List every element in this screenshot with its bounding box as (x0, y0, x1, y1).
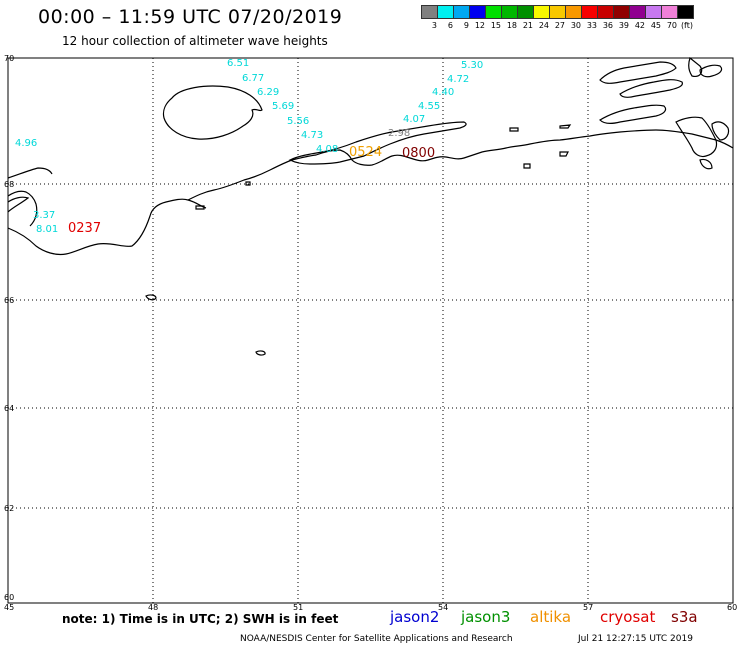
small-isle-6 (523, 163, 531, 169)
wave-height-label: 6.29 (257, 87, 279, 98)
wave-height-label: 3.37 (33, 210, 55, 221)
color-scale-label: 18 (506, 21, 517, 30)
wave-height-label: 5.69 (272, 101, 294, 112)
graticule (8, 58, 733, 603)
eastern-islands (599, 64, 730, 170)
wave-height-label: 4.40 (432, 87, 454, 98)
color-scale-label: 39 (618, 21, 629, 30)
lon-tick-label: 51 (293, 603, 303, 612)
wave-height-label: 4.07 (403, 114, 425, 125)
color-scale-label: 70 (666, 21, 677, 30)
legend-cryosat: cryosat (600, 608, 656, 626)
color-scale-label: 24 (538, 21, 549, 30)
color-scale-label: 9 (463, 21, 469, 30)
lat-tick-label: 64 (4, 404, 14, 413)
lon-tick-label: 60 (727, 603, 737, 612)
lon-tick-label: 57 (583, 603, 593, 612)
pechora-peninsula (288, 121, 467, 165)
color-scale-label: 15 (490, 21, 501, 30)
pass-time-labels: 0237 0524 0800 (68, 145, 435, 236)
color-scale-swatch (677, 5, 694, 19)
wave-height-label: 4.08 (316, 144, 338, 155)
lat-tick-label: 60 (4, 593, 14, 602)
color-scale-swatches (421, 5, 694, 19)
coastline (7, 56, 734, 356)
wave-height-label: 4.55 (418, 101, 440, 112)
kolguyev-island (162, 85, 263, 140)
lat-tick-label: 68 (4, 180, 14, 189)
lon-tick-label: 45 (4, 603, 14, 612)
lat-tick-label: 66 (4, 296, 14, 305)
color-scale-label: 6 (447, 21, 453, 30)
wave-height-label: 2.98 (388, 128, 410, 139)
color-scale-labels: 3 6 9 12 15 18 21 24 27 30 33 36 39 42 45 70 (ft) (421, 21, 693, 30)
wave-height-label: 5.56 (287, 116, 309, 127)
coastline-west-bay (7, 167, 53, 227)
color-scale-label: 45 (650, 21, 661, 30)
lat-tick-label: 62 (4, 504, 14, 513)
color-scale-label: 36 (602, 21, 613, 30)
lat-tick-label: 70 (4, 54, 14, 63)
credit-line: NOAA/NESDIS Center for Satellite Applica… (240, 634, 513, 644)
pass-time-label: 0524 (349, 145, 382, 160)
small-isle-5 (559, 151, 569, 157)
lon-tick-labels: 45 48 51 54 57 60 (4, 603, 737, 612)
wave-height-label: 5.30 (461, 60, 483, 71)
legend-s3a: s3a (671, 608, 698, 626)
wave-height-label: 4.72 (447, 74, 469, 85)
pass-time-label: 0800 (402, 146, 435, 161)
legend-jason3: jason3 (461, 608, 511, 626)
color-scale-label: 3 (431, 21, 437, 30)
color-scale-label: 21 (522, 21, 533, 30)
lat-tick-labels: 70 68 66 64 62 60 (4, 54, 14, 602)
small-isle-3 (509, 127, 519, 132)
color-scale-label: 12 (474, 21, 485, 30)
lon-tick-label: 54 (438, 603, 448, 612)
legend-altika: altika (530, 608, 572, 626)
color-scale: 3 6 9 12 15 18 21 24 27 30 33 36 39 42 45 70 (ft) (421, 5, 694, 30)
footnote: note: 1) Time is in UTC; 2) SWH is in fe… (62, 612, 339, 626)
small-isle-8 (245, 181, 251, 186)
lon-tick-label: 48 (148, 603, 158, 612)
legend-jason2: jason2 (390, 608, 440, 626)
color-scale-label: 30 (570, 21, 581, 30)
small-isle-7 (195, 205, 205, 210)
color-scale-label: 42 (634, 21, 645, 30)
wave-height-label: 6.51 (227, 58, 249, 69)
color-scale-label: (ft) (680, 21, 693, 30)
wave-height-labels: 6.51 6.77 6.29 5.69 5.56 4.73 4.08 5.30 … (15, 58, 483, 235)
wave-height-label: 6.77 (242, 73, 264, 84)
pass-time-label: 0237 (68, 221, 101, 236)
map-title: 00:00 – 11:59 UTC 07/20/2019 (38, 6, 343, 28)
small-isle-4 (559, 124, 572, 129)
color-scale-label: 27 (554, 21, 565, 30)
color-scale-label: 33 (586, 21, 597, 30)
small-isle-1 (145, 294, 157, 301)
credit-timestamp: Jul 21 12:27:15 UTC 2019 (578, 634, 693, 644)
small-isle-2 (255, 350, 266, 356)
map-frame (7, 57, 734, 604)
wave-height-label: 4.73 (301, 130, 323, 141)
map-subtitle: 12 hour collection of altimeter wave hei… (62, 34, 328, 48)
wave-height-label: 4.96 (15, 138, 37, 149)
novaya-zemlya-tip (599, 56, 703, 84)
wave-height-label: 8.01 (36, 224, 58, 235)
